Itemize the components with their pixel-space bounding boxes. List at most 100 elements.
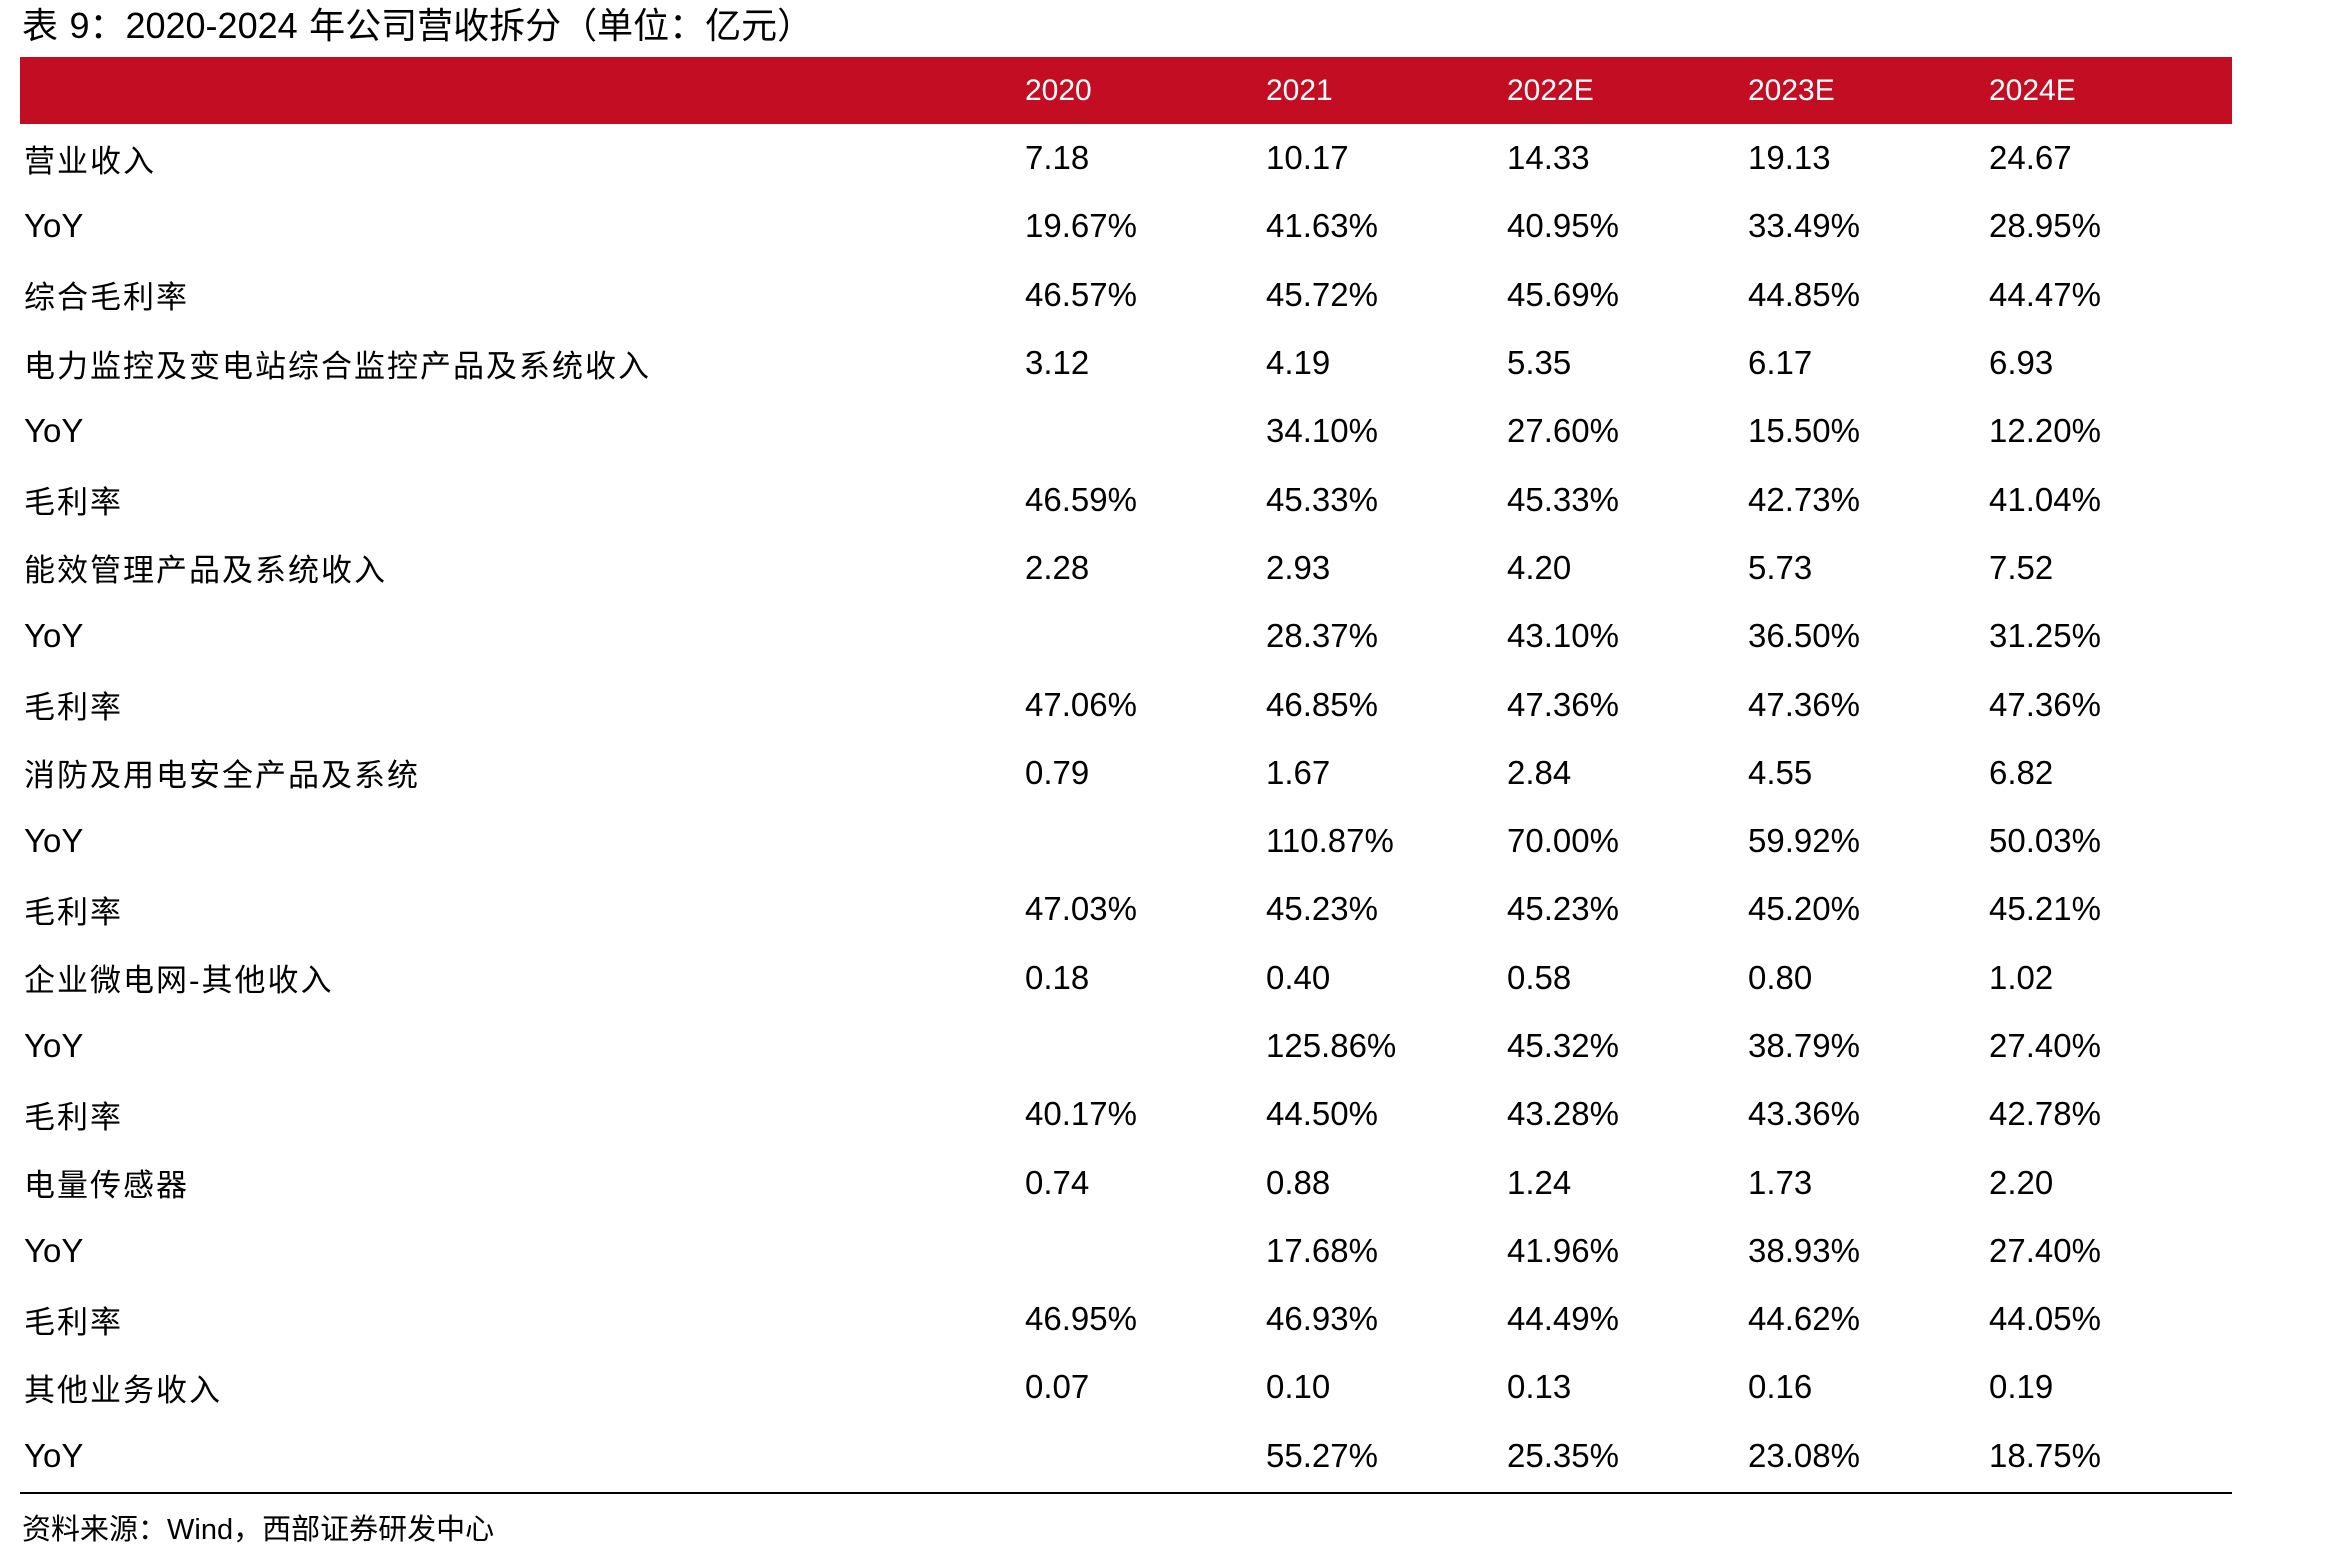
table-row: 其他业务收入 0.07 0.10 0.13 0.16 0.19 [20, 1353, 2232, 1421]
table-row: 毛利率 47.03% 45.23% 45.23% 45.20% 45.21% [20, 875, 2232, 943]
row-value-2024e: 27.40% [1989, 1231, 2101, 1269]
row-value-2024e: 47.36% [1989, 685, 2101, 723]
row-value-2023e: 59.92% [1748, 822, 1860, 860]
row-value-2020: 40.17% [1025, 1095, 1137, 1133]
row-value-2021: 4.19 [1266, 344, 1331, 382]
row-value-2024e: 6.82 [1989, 753, 2054, 791]
row-value-2024e: 50.03% [1989, 822, 2101, 860]
row-value-2023e: 44.85% [1748, 275, 1860, 313]
row-value-2020: 0.74 [1025, 1163, 1090, 1201]
row-value-2021: 44.50% [1266, 1095, 1378, 1133]
row-value-2021: 1.67 [1266, 753, 1331, 791]
row-value-2024e: 31.25% [1989, 617, 2101, 655]
row-value-2020: 46.95% [1025, 1300, 1137, 1338]
row-value-2020: 3.12 [1025, 344, 1090, 382]
row-value-2022e: 40.95% [1507, 207, 1619, 245]
row-value-2022e: 45.69% [1507, 275, 1619, 313]
row-value-2023e: 47.36% [1748, 685, 1860, 723]
row-label: 毛利率 [24, 485, 123, 522]
row-label: 能效管理产品及系统收入 [24, 553, 387, 590]
row-value-2020: 47.06% [1025, 685, 1137, 723]
row-label: 毛利率 [24, 894, 123, 931]
row-value-2023e: 19.13 [1748, 139, 1831, 177]
row-value-2023e: 38.93% [1748, 1231, 1860, 1269]
table-row: YoY 110.87% 70.00% 59.92% 50.03% [20, 807, 2232, 875]
source-suffix: ，西部证券研发中心 [233, 1512, 495, 1546]
row-value-2023e: 23.08% [1748, 1436, 1860, 1474]
table-title: 表 9：2020-2024 年公司营收拆分（单位：亿元） [22, 0, 813, 52]
row-value-2023e: 45.20% [1748, 890, 1860, 928]
row-value-2024e: 18.75% [1989, 1436, 2101, 1474]
row-value-2021: 28.37% [1266, 617, 1378, 655]
row-label: 消防及用电安全产品及系统 [24, 758, 420, 795]
row-label: 毛利率 [24, 690, 123, 727]
row-value-2024e: 2.20 [1989, 1163, 2054, 1201]
row-value-2024e: 6.93 [1989, 344, 2054, 382]
row-value-2022e: 45.32% [1507, 1027, 1619, 1064]
source-prefix: 资料来源： [22, 1512, 168, 1546]
row-value-2022e: 41.96% [1507, 1231, 1619, 1269]
table-row: YoY 19.67% 41.63% 40.95% 33.49% 28.95% [20, 192, 2232, 260]
row-value-2024e: 27.40% [1989, 1027, 2101, 1064]
table-row: YoY 17.68% 41.96% 38.93% 27.40% [20, 1217, 2232, 1285]
row-value-2024e: 42.78% [1989, 1095, 2101, 1133]
row-value-2022e: 27.60% [1507, 412, 1619, 450]
table-row: 毛利率 46.59% 45.33% 45.33% 42.73% 41.04% [20, 465, 2232, 533]
row-value-2022e: 14.33 [1507, 139, 1590, 177]
row-value-2021: 45.23% [1266, 890, 1378, 928]
row-value-2024e: 1.02 [1989, 958, 2054, 996]
table-row: YoY 125.86% 45.32% 38.79% 27.40% [20, 1012, 2232, 1080]
row-value-2021: 45.33% [1266, 480, 1378, 518]
table-row: 综合毛利率 46.57% 45.72% 45.69% 44.85% 44.47% [20, 261, 2232, 329]
table-row: 毛利率 47.06% 46.85% 47.36% 47.36% 47.36% [20, 670, 2232, 738]
row-value-2023e: 44.62% [1748, 1300, 1860, 1338]
row-value-2022e: 44.49% [1507, 1300, 1619, 1338]
table-row: 消防及用电安全产品及系统 0.79 1.67 2.84 4.55 6.82 [20, 739, 2232, 807]
source-note: 资料来源：Wind，西部证券研发中心 [22, 1506, 494, 1548]
row-value-2023e: 36.50% [1748, 617, 1860, 655]
row-label: 其他业务收入 [24, 1372, 222, 1409]
row-label: YoY [24, 1231, 84, 1269]
row-value-2020: 47.03% [1025, 890, 1137, 928]
row-value-2022e: 45.33% [1507, 480, 1619, 518]
row-value-2022e: 0.58 [1507, 958, 1572, 996]
row-value-2023e: 5.73 [1748, 548, 1813, 586]
header-year-2024e: 2024E [1989, 73, 2076, 107]
row-label: YoY [24, 617, 84, 655]
row-value-2023e: 42.73% [1748, 480, 1860, 518]
row-value-2022e: 2.84 [1507, 753, 1572, 791]
row-value-2023e: 4.55 [1748, 753, 1813, 791]
row-value-2020: 0.18 [1025, 958, 1090, 996]
table-row: 企业微电网-其他收入 0.18 0.40 0.58 0.80 1.02 [20, 944, 2232, 1012]
header-year-2022e: 2022E [1507, 73, 1594, 107]
row-value-2023e: 6.17 [1748, 344, 1813, 382]
header-year-2023e: 2023E [1748, 73, 1835, 107]
row-value-2021: 46.93% [1266, 1300, 1378, 1338]
row-value-2021: 0.40 [1266, 958, 1331, 996]
row-value-2020: 46.57% [1025, 275, 1137, 313]
row-value-2022e: 43.28% [1507, 1095, 1619, 1133]
row-value-2023e: 38.79% [1748, 1027, 1860, 1064]
row-value-2020: 46.59% [1025, 480, 1137, 518]
row-value-2022e: 70.00% [1507, 822, 1619, 860]
row-value-2024e: 12.20% [1989, 412, 2101, 450]
row-label: 毛利率 [24, 1099, 123, 1136]
row-value-2021: 34.10% [1266, 412, 1378, 450]
table-body: 营业收入 7.18 10.17 14.33 19.13 24.67 YoY 19.67% 41.… [20, 124, 2232, 1490]
row-label: YoY [24, 207, 84, 245]
row-label: 综合毛利率 [24, 280, 189, 317]
row-value-2021: 125.86% [1266, 1027, 1397, 1064]
row-label: YoY [24, 1027, 84, 1064]
revenue-breakdown-table: 2020 2021 2022E 2023E 2024E 营业收入 7.18 10.1… [20, 57, 2232, 1494]
table-row: YoY 28.37% 43.10% 36.50% 31.25% [20, 602, 2232, 670]
row-value-2023e: 15.50% [1748, 412, 1860, 450]
row-value-2024e: 41.04% [1989, 480, 2101, 518]
row-label: 毛利率 [24, 1304, 123, 1341]
row-value-2021: 110.87% [1266, 822, 1394, 860]
row-value-2021: 55.27% [1266, 1436, 1378, 1474]
row-value-2022e: 43.10% [1507, 617, 1619, 655]
row-value-2022e: 25.35% [1507, 1436, 1619, 1474]
table-row: YoY 34.10% 27.60% 15.50% 12.20% [20, 397, 2232, 465]
row-value-2021: 0.10 [1266, 1368, 1331, 1406]
row-value-2022e: 5.35 [1507, 344, 1572, 382]
